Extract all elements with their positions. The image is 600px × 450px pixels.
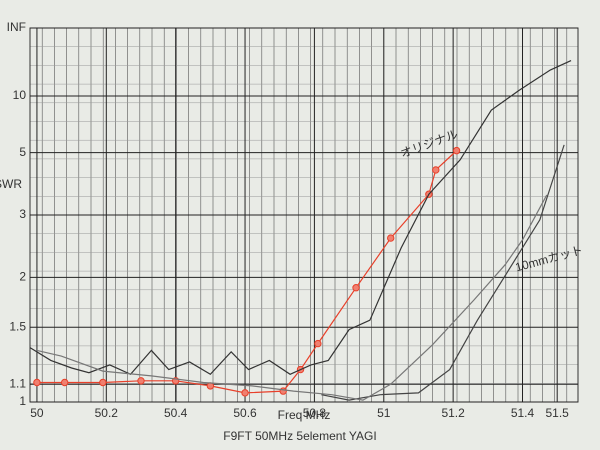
x-tick-label: 50.4 xyxy=(164,406,188,420)
point xyxy=(33,378,41,387)
y-tick-label: 10 xyxy=(13,88,27,102)
x-tick-label: 50.2 xyxy=(95,406,119,420)
point xyxy=(99,378,107,387)
y-tick-label: 5 xyxy=(19,145,26,159)
x-tick-label: 50.6 xyxy=(233,406,257,420)
point xyxy=(137,377,145,385)
point xyxy=(60,378,69,387)
x-tick-label: 51.5 xyxy=(546,406,570,420)
x-tick-label: 50.8 xyxy=(303,406,327,420)
point xyxy=(352,284,360,292)
y-tick-label: 1 xyxy=(19,394,26,408)
x-axis-label: Freq MHz xyxy=(278,408,331,422)
chart-title: F9FT 50MHz 5element YAGI xyxy=(223,429,376,443)
y-tick-label: 1.5 xyxy=(9,319,26,333)
point xyxy=(314,339,322,348)
series-line xyxy=(36,194,548,401)
x-tick-label: 51 xyxy=(377,406,391,420)
y-tick-label: INF xyxy=(7,20,26,34)
point xyxy=(387,234,395,242)
y-tick-label: 3 xyxy=(19,207,26,221)
point xyxy=(279,387,287,395)
y-tick-label: 1.1 xyxy=(9,376,26,390)
series-line xyxy=(321,144,565,401)
x-tick-label: 51.2 xyxy=(441,406,465,420)
x-tick-label: 50 xyxy=(30,406,44,420)
point xyxy=(432,166,440,174)
x-tick-label: 51.4 xyxy=(511,406,535,420)
point xyxy=(452,146,461,155)
point xyxy=(241,389,249,397)
series-line xyxy=(29,59,572,376)
y-axis-label: SWR xyxy=(0,177,22,191)
y-tick-label: 2 xyxy=(19,270,26,284)
